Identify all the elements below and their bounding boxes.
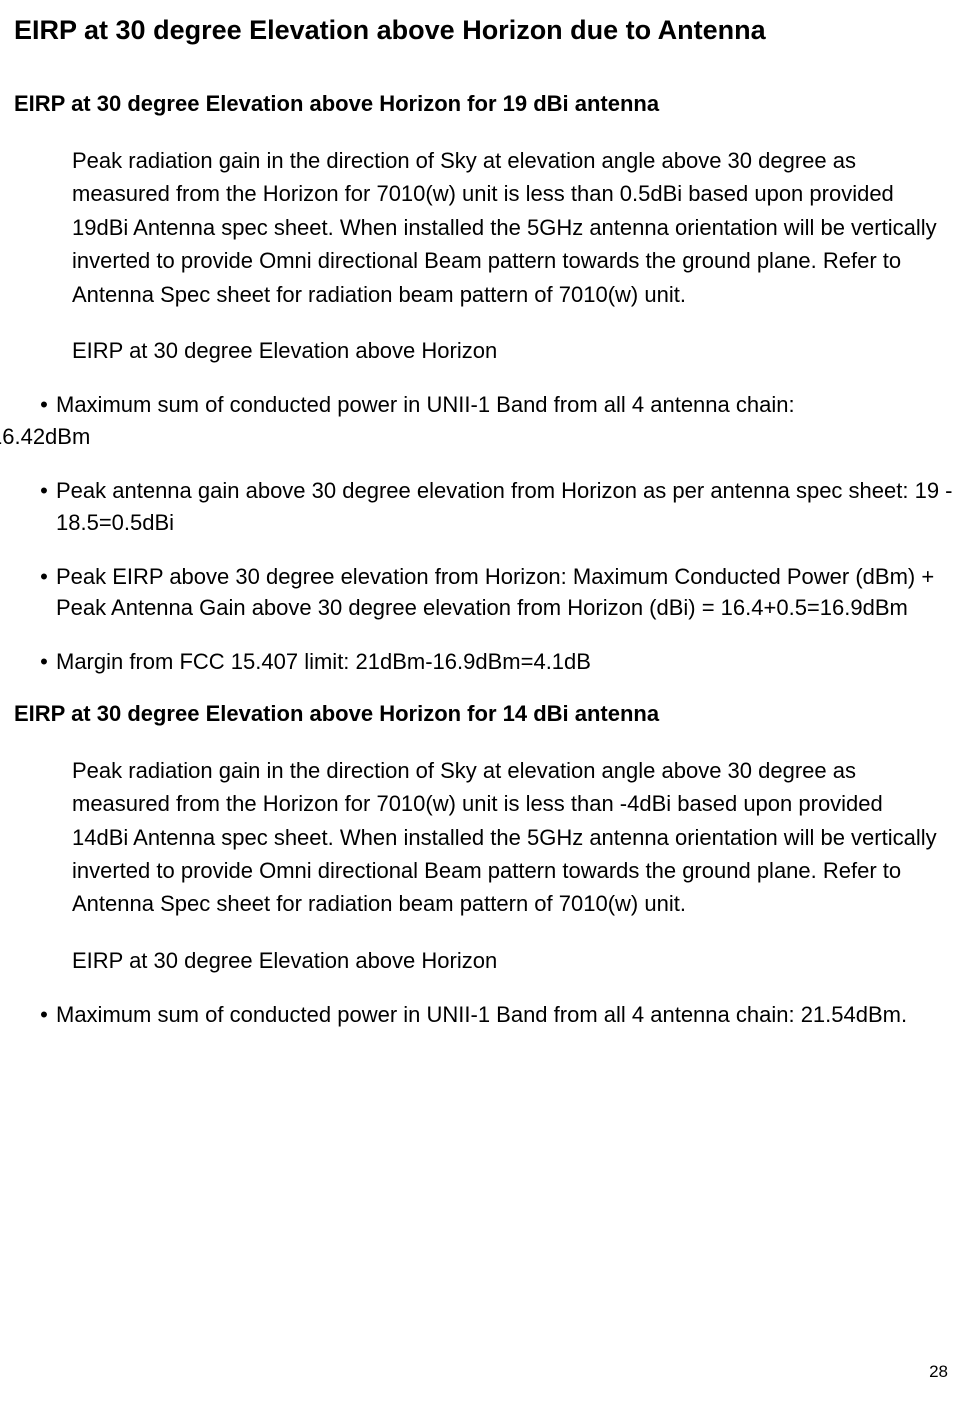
section-paragraph: Peak radiation gain in the direction of … xyxy=(72,754,940,921)
bullet-text: Peak antenna gain above 30 degree elevat… xyxy=(56,475,960,539)
bullet-item: • Margin from FCC 15.407 limit: 21dBm-16… xyxy=(14,646,960,678)
bullet-icon: • xyxy=(14,561,56,593)
section-paragraph: Peak radiation gain in the direction of … xyxy=(72,144,940,311)
bullet-item: • Peak EIRP above 30 degree elevation fr… xyxy=(14,561,960,625)
bullet-text: Maximum sum of conducted power in UNII-1… xyxy=(56,999,960,1031)
bullet-text: Margin from FCC 15.407 limit: 21dBm-16.9… xyxy=(56,646,960,678)
page-title: EIRP at 30 degree Elevation above Horizo… xyxy=(14,14,960,46)
bullet-text: Maximum sum of conducted power in UNII-1… xyxy=(56,389,960,453)
section-subheading: EIRP at 30 degree Elevation above Horizo… xyxy=(72,945,960,977)
section-heading: EIRP at 30 degree Elevation above Horizo… xyxy=(14,90,960,118)
bullet-icon: • xyxy=(14,475,56,507)
bullet-item: • Peak antenna gain above 30 degree elev… xyxy=(14,475,960,539)
bullet-item: • Maximum sum of conducted power in UNII… xyxy=(14,999,960,1031)
section-heading: EIRP at 30 degree Elevation above Horizo… xyxy=(14,700,960,728)
bullet-text: Peak EIRP above 30 degree elevation from… xyxy=(56,561,960,625)
bullet-item: • Maximum sum of conducted power in UNII… xyxy=(14,389,960,453)
bullet-icon: • xyxy=(14,999,56,1031)
bullet-icon: • xyxy=(14,646,56,678)
bullet-icon: • xyxy=(14,389,56,421)
page-number: 28 xyxy=(929,1362,948,1382)
section-subheading: EIRP at 30 degree Elevation above Horizo… xyxy=(72,335,960,367)
